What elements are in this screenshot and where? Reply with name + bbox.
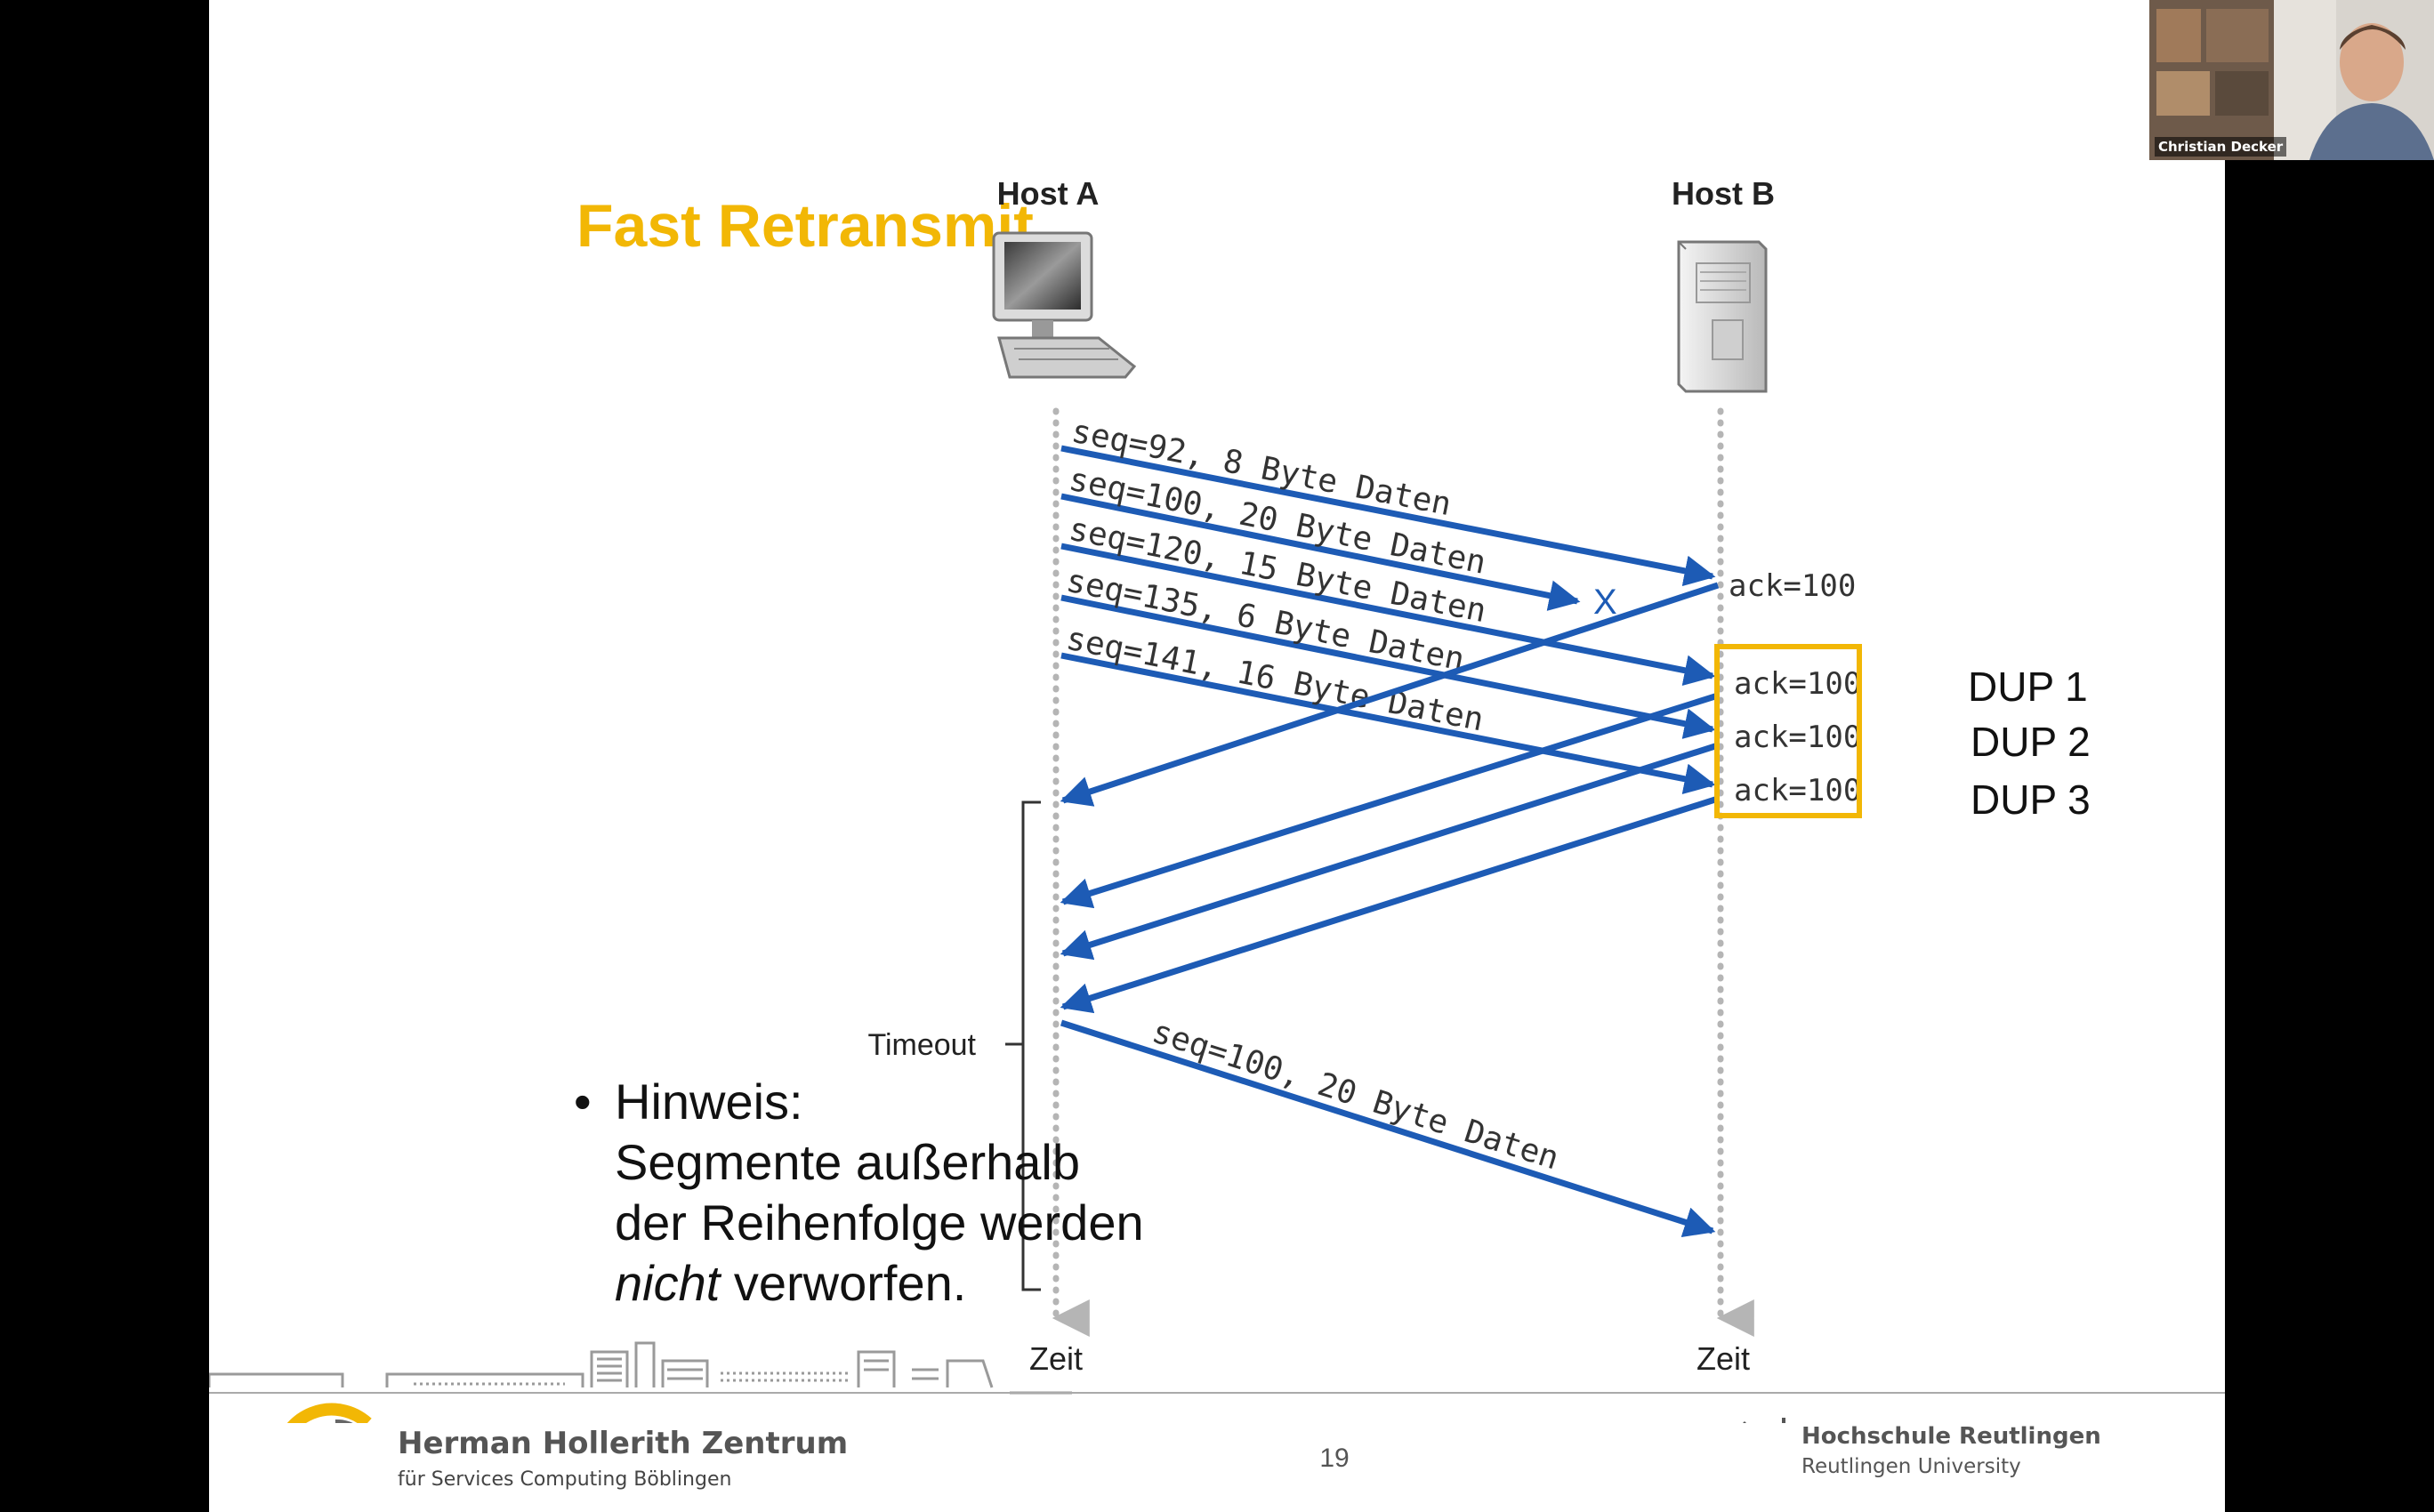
bullet: • [574,1074,592,1130]
slide-title: Fast Retransmit [576,192,1034,260]
institute-name: Herman Hollerith Zentrum [398,1426,849,1461]
segment-arrow-seq141 [1060,652,1716,795]
note-emphasis: nicht [615,1255,721,1311]
dup-label-3: DUP 3 [1971,776,2091,823]
note-block: • Hinweis: Segmente außerhalb der Reihen… [574,1072,1250,1314]
ack-label-dup1: ack=100 [1734,666,1861,702]
timeout-bracket [1021,800,1041,1291]
webcam-tile[interactable]: Christian Decker [2149,0,2434,160]
participant-video [2149,0,2434,160]
ack-label-dup2: ack=100 [1734,720,1861,755]
note-line-2: der Reihenfolge werden [615,1194,1144,1251]
institute-subtitle: für Services Computing Böblingen [398,1468,732,1491]
segment-arrow-seq92 [1060,445,1716,587]
university-crest-icon [1743,1418,1785,1423]
note-line-1: Segmente außerhalb [615,1134,1081,1190]
lost-segment-marker: X [1593,583,1617,622]
retransmission-arrow [1060,1019,1716,1238]
server-icon [1677,240,1768,393]
ack-label-1: ack=100 [1729,568,1856,604]
desktop-computer-icon [992,231,1137,379]
dup-label-2: DUP 2 [1971,719,2091,765]
host-a-label: Host A [997,175,1100,212]
timeout-label: Timeout [867,1028,976,1062]
ack-arrow-dup3 [1060,795,1720,1014]
time-label-b: Zeit [1697,1340,1750,1377]
university-name: Hochschule Reutlingen [1801,1423,2101,1450]
segment-arrow-seq120 [1060,543,1716,687]
time-label-a: Zeit [1029,1340,1083,1377]
segment-arrow-seq135 [1060,594,1716,739]
ack-label-dup3: ack=100 [1734,773,1861,808]
university-subtitle: Reutlingen University [1801,1455,2021,1478]
page-number: 19 [1319,1444,1350,1473]
dup-label-1: DUP 1 [1968,664,2088,710]
segment-arrow-seq100-lost [1060,493,1581,611]
note-heading: Hinweis: [615,1074,803,1130]
host-b-label: Host B [1672,175,1775,212]
participant-name: Christian Decker [2155,137,2287,157]
slide: Fast Retransmit [209,0,2225,1512]
ack-arrow-1 [1060,582,1720,807]
ack-arrow-dup2 [1060,742,1720,961]
building-silhouette [209,1341,1072,1395]
hhz-logo [286,1403,372,1423]
note-line-3: verworfen. [720,1255,967,1311]
tcp-sequence-diagram: Host A Host B [209,175,2225,1423]
ack-arrow-dup1 [1060,692,1720,909]
duplicate-ack-highlight [1714,644,1862,818]
